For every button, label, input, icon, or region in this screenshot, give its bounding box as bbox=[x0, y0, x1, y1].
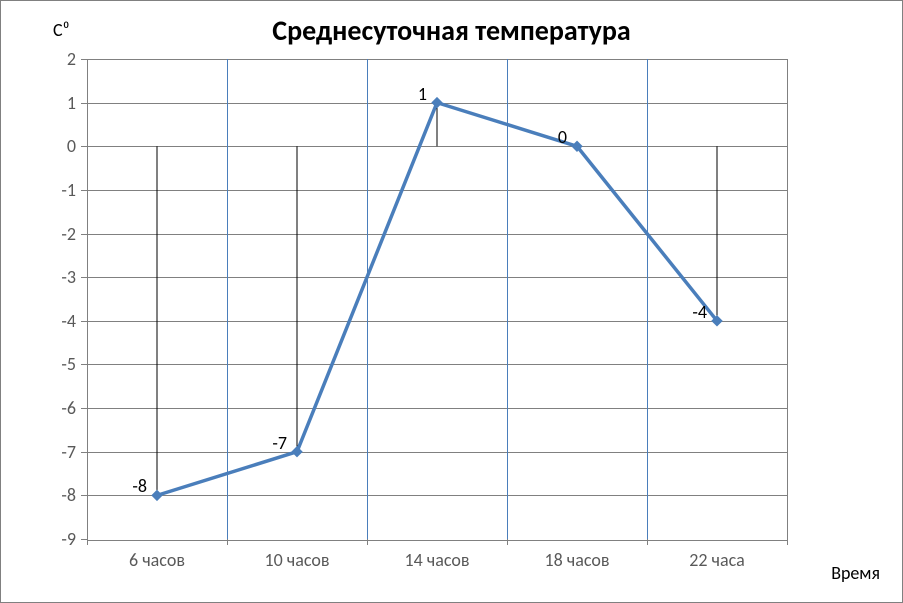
x-tick-label: 14 часов bbox=[404, 549, 469, 571]
x-tick-mark bbox=[647, 539, 648, 545]
drop-lines bbox=[157, 103, 717, 496]
y-tick-label: -8 bbox=[6, 484, 76, 506]
x-tick-label: 6 часов bbox=[129, 549, 185, 571]
y-tick-label: 2 bbox=[6, 48, 76, 70]
chart-container: Среднесуточная температура С⁰ Время 2 1 0 -… bbox=[0, 0, 903, 603]
y-tick-label: 1 bbox=[6, 92, 76, 114]
markers bbox=[152, 98, 722, 501]
y-tick-label: -1 bbox=[6, 179, 76, 201]
x-axis-title: Время bbox=[831, 562, 880, 584]
y-tick-label: -7 bbox=[6, 441, 76, 463]
y-tick-label: 0 bbox=[6, 135, 76, 157]
y-tick-label: -9 bbox=[6, 528, 76, 550]
data-label: -8 bbox=[117, 475, 147, 497]
x-tick-mark bbox=[227, 539, 228, 545]
line-plot bbox=[87, 59, 787, 539]
data-label: 1 bbox=[397, 83, 427, 105]
marker-diamond bbox=[432, 98, 442, 108]
y-tick-label: -6 bbox=[6, 397, 76, 419]
x-tick-label: 22 часа bbox=[689, 549, 745, 571]
x-tick-label: 10 часов bbox=[264, 549, 329, 571]
x-tick-mark bbox=[367, 539, 368, 545]
x-tick-mark bbox=[507, 539, 508, 545]
data-label: -7 bbox=[257, 432, 287, 454]
y-tick-label: -2 bbox=[6, 223, 76, 245]
y-tick-label: -4 bbox=[6, 310, 76, 332]
y-tick-label: -3 bbox=[6, 266, 76, 288]
y-axis-title: С⁰ bbox=[53, 19, 70, 41]
chart-title: Среднесуточная температура bbox=[1, 13, 902, 48]
y-tick-label: -5 bbox=[6, 353, 76, 375]
marker-diamond bbox=[292, 447, 302, 457]
x-tick-mark bbox=[87, 539, 88, 545]
marker-diamond bbox=[152, 490, 162, 500]
data-label: 0 bbox=[537, 126, 567, 148]
series-line bbox=[157, 103, 717, 496]
x-tick-label: 18 часов bbox=[544, 549, 609, 571]
data-label: -4 bbox=[677, 301, 707, 323]
x-tick-mark bbox=[787, 539, 788, 545]
